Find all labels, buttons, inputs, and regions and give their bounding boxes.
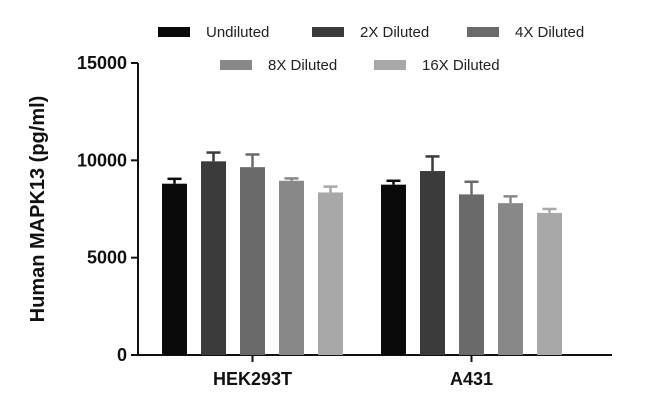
bar <box>381 184 406 355</box>
legend: Undiluted 2X Diluted 4X Diluted 8X Diluted 1… <box>158 24 584 74</box>
bar <box>420 171 445 355</box>
legend-swatch <box>467 27 499 37</box>
legend-label: 2X Diluted <box>360 24 429 41</box>
bar <box>459 194 484 355</box>
y-tick-label: 10000 <box>77 150 127 170</box>
y-tick-label: 0 <box>117 345 127 365</box>
bars <box>162 151 562 355</box>
bar <box>537 212 562 355</box>
bar <box>498 203 523 355</box>
legend-label: Undiluted <box>206 24 269 41</box>
bar <box>279 180 304 355</box>
y-axis: 0 5000 10000 15000 <box>77 53 139 365</box>
legend-label: 8X Diluted <box>268 57 337 74</box>
legend-swatch <box>220 60 252 70</box>
x-tick-label: HEK293T <box>213 369 292 389</box>
x-axis: HEK293T A431 <box>138 354 612 389</box>
legend-swatch <box>374 60 406 70</box>
y-tick-label: 15000 <box>77 53 127 73</box>
bar <box>318 192 343 355</box>
bar <box>162 183 187 355</box>
legend-label: 16X Diluted <box>422 57 500 74</box>
legend-swatch <box>158 27 190 37</box>
y-tick-label: 5000 <box>87 248 127 268</box>
bar <box>240 167 265 355</box>
legend-swatch <box>312 27 344 37</box>
x-tick-label: A431 <box>450 369 493 389</box>
y-axis-title: Human MAPK13 (pg/ml) <box>27 96 49 323</box>
legend-label: 4X Diluted <box>515 24 584 41</box>
bar <box>201 161 226 355</box>
